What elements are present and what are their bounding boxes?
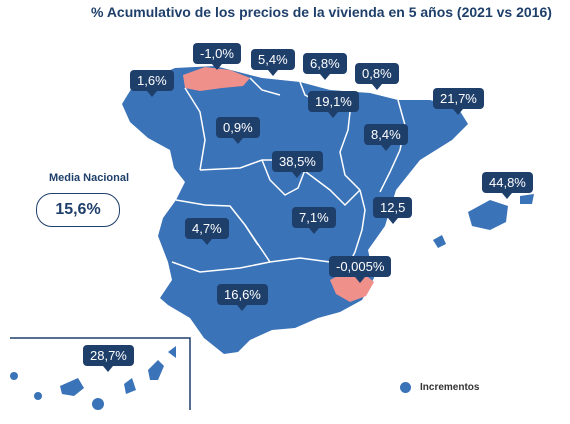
- map-title: % Acumulativo de los precios de la vivie…: [91, 4, 552, 20]
- national-average-label: Media Nacional: [48, 172, 130, 184]
- label-canarias: 28,7%: [83, 345, 134, 372]
- label-la-rioja: 19,1%: [308, 91, 359, 118]
- region-borders: [171, 77, 406, 273]
- label-cataluna: 21,7%: [433, 88, 484, 115]
- canarias-islands: [10, 346, 176, 410]
- label-pais-vasco: 6,8%: [303, 53, 347, 80]
- label-cantabria: 5,4%: [251, 49, 295, 76]
- label-aragon: 8,4%: [364, 124, 408, 151]
- label-castilla-y-leon: 0,9%: [216, 117, 260, 144]
- label-baleares: 44,8%: [482, 172, 533, 199]
- label-galicia: 1,6%: [130, 70, 174, 97]
- national-average-value: 15,6%: [36, 193, 120, 227]
- legend-dot-icon: [400, 382, 411, 393]
- label-madrid: 38,5%: [272, 151, 323, 178]
- label-castilla-la-mancha: 7,1%: [292, 207, 336, 234]
- asturias-shape: [183, 67, 250, 91]
- legend-label: Incrementos: [420, 382, 480, 394]
- ibiza-shape: [433, 235, 446, 248]
- label-navarra: 0,8%: [355, 63, 399, 90]
- label-asturias: -1,0%: [193, 43, 241, 70]
- label-andalucia: 16,6%: [217, 284, 268, 311]
- menorca-shape: [520, 194, 534, 204]
- label-extremadura: 4,7%: [185, 218, 229, 245]
- legend: Incrementos: [400, 382, 479, 393]
- baleares-shape: [468, 200, 508, 230]
- label-murcia: -0,005%: [329, 256, 392, 283]
- canarias-inset-frame: [10, 337, 191, 410]
- label-valencia: 12,5: [373, 197, 413, 224]
